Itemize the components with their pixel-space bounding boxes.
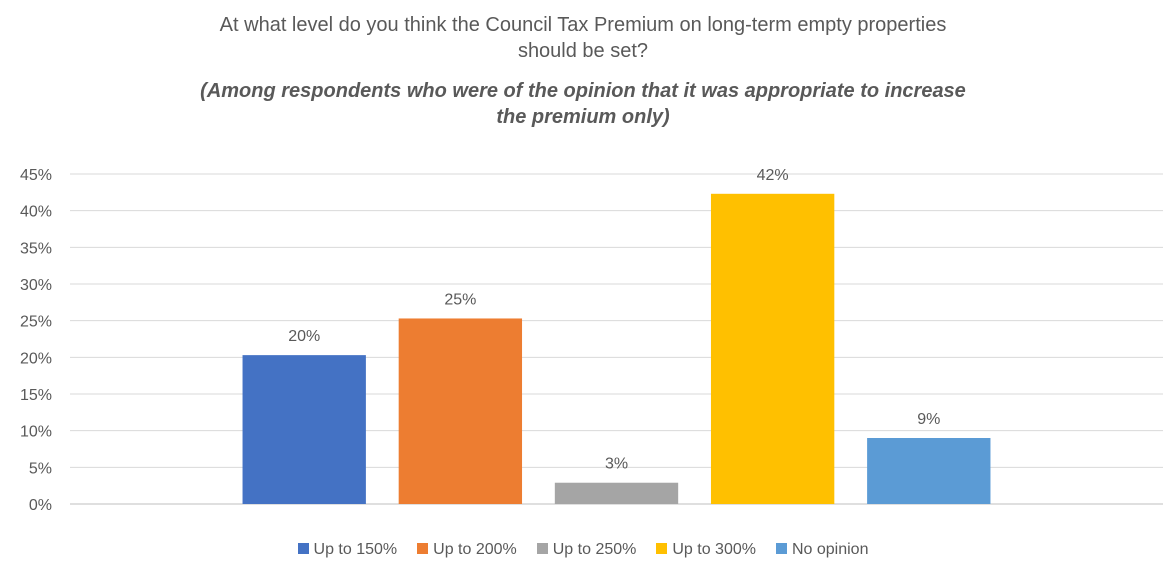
bar	[242, 355, 366, 504]
y-tick-label: 40%	[20, 204, 52, 221]
legend-swatch	[775, 543, 787, 554]
legend-item: No opinion	[775, 540, 869, 560]
y-tick-label: 25%	[20, 314, 52, 331]
bar	[554, 482, 679, 504]
chart-title-line-1: At what level do you think the Council T…	[219, 14, 947, 36]
y-tick-label: 30%	[20, 277, 52, 294]
y-tick-label: 35%	[20, 240, 52, 257]
legend-label: Up to 200%	[433, 541, 517, 558]
legend-label: Up to 150%	[313, 541, 398, 558]
y-tick-label: 20%	[20, 350, 52, 367]
legend-label: Up to 300%	[672, 541, 756, 558]
legend-swatch	[297, 543, 309, 554]
y-tick-label: 10%	[20, 424, 52, 441]
bar-chart: 0% 5% 10% 15% 20% 25% 30% 35% 40% 45% 20% 25% 3% 42% 9…	[20, 167, 1163, 514]
data-label: 9%	[917, 411, 940, 428]
legend-item: Up to 150%	[297, 540, 398, 560]
data-label: 42%	[757, 167, 789, 184]
bar	[398, 318, 523, 504]
chart-subtitle-line-1: (Among respondents who were of the opini…	[200, 80, 966, 102]
legend-item: Up to 300%	[656, 540, 756, 560]
y-tick-label: 45%	[20, 167, 52, 184]
legend-swatch	[536, 543, 548, 554]
legend-label: No opinion	[791, 541, 869, 558]
data-label: 25%	[444, 291, 476, 308]
legend-item: Up to 250%	[536, 540, 637, 560]
chart-legend: Up to 150% Up to 200% Up to 250% Up to 300%…	[0, 540, 1166, 560]
legend-swatch	[656, 543, 668, 554]
y-tick-label: 5%	[29, 460, 52, 477]
y-tick-label: 15%	[20, 387, 52, 404]
bar	[867, 438, 991, 504]
legend-item: Up to 200%	[417, 540, 517, 560]
chart-subtitle-line-2: the premium only)	[496, 106, 670, 128]
data-label: 20%	[288, 328, 320, 345]
legend-swatch	[417, 543, 429, 554]
data-label: 3%	[605, 456, 628, 473]
y-tick-label: 0%	[29, 497, 52, 514]
legend-label: Up to 250%	[552, 541, 637, 558]
chart-title-line-2: should be set?	[517, 40, 649, 62]
bar	[710, 193, 835, 505]
